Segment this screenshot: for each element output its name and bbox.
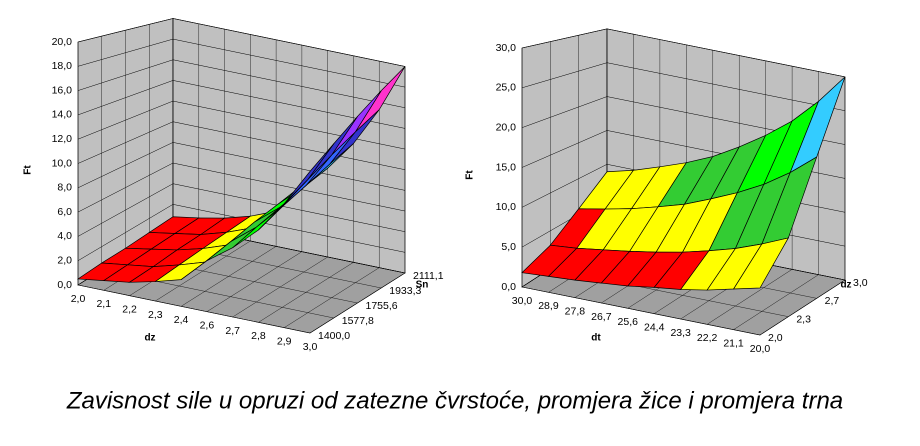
depth-tick-label: 1933,3 (389, 285, 421, 297)
x-axis-title: dz (144, 333, 155, 344)
x-tick-label: 2,2 (122, 303, 137, 315)
z-tick-label: 20,0 (52, 36, 73, 48)
x-tick-label: 2,0 (71, 293, 86, 305)
surface-patch (732, 237, 790, 290)
x-tick-label: 3,0 (303, 341, 318, 353)
z-axis-title: Ft (465, 170, 476, 180)
depth-axis-title: dz (840, 280, 851, 291)
grid-line (77, 59, 406, 109)
z-tick-label: 0,0 (501, 281, 516, 293)
grid-line (77, 18, 406, 67)
z-tick-label: 5,0 (501, 241, 516, 253)
x-tick-label: 25,6 (618, 316, 639, 328)
x-tick-label: 20,0 (750, 343, 771, 355)
z-tick-label: 15,0 (496, 161, 517, 173)
x-axis-title: dt (591, 333, 601, 344)
depth-tick-label: 2,3 (796, 313, 811, 325)
surface-chart: 0,0 5,0 10,0 15,0 20,0 25,0 30,0 30,0 28,9 27,8 26… (465, 28, 868, 355)
z-tick-label: 8,0 (57, 182, 72, 194)
surface-chart: 0,0 2,0 4,0 6,0 8,0 10,0 12,0 14,0 16,0 18,0 20,0 2… (23, 18, 444, 353)
grid-line (77, 100, 406, 150)
x-tick-label: 30,0 (512, 295, 533, 307)
depth-tick-label: 1577,8 (342, 315, 374, 327)
z-tick-label: 6,0 (57, 206, 72, 218)
grid-line (77, 38, 406, 88)
x-tick-label: 2,7 (225, 325, 240, 337)
grid-line (77, 204, 406, 261)
depth-tick-label: 2,7 (825, 295, 840, 307)
depth-tick-label: 1755,6 (366, 300, 398, 312)
z-tick-label: 18,0 (52, 60, 73, 72)
z-tick-label: 20,0 (496, 121, 517, 133)
grid-line (521, 28, 846, 78)
z-tick-label: 2,0 (57, 254, 72, 266)
z-tick-label: 25,0 (496, 82, 517, 94)
depth-tick-label: 3,0 (853, 277, 868, 289)
x-tick-label: 2,3 (148, 309, 163, 321)
x-tick-label: 21,1 (723, 337, 744, 349)
z-tick-label: 14,0 (52, 109, 73, 121)
x-tick-label: 28,9 (538, 300, 559, 312)
grid-line (521, 62, 846, 111)
depth-tick-label: 2,0 (768, 332, 783, 344)
z-tick-label: 0,0 (57, 279, 72, 291)
x-tick-label: 2,8 (251, 330, 266, 342)
x-tick-label: 2,1 (96, 298, 111, 310)
grid-line (77, 80, 406, 129)
depth-tick-label: 2111,1 (413, 270, 444, 282)
grid-line (77, 183, 406, 237)
x-tick-label: 27,8 (565, 305, 586, 317)
z-tick-label: 10,0 (52, 157, 73, 169)
z-tick-label: 10,0 (496, 201, 517, 213)
caption: Zavisnost sile u opruzi od zatezne čvrst… (66, 387, 843, 414)
z-tick-label: 16,0 (52, 84, 73, 96)
x-tick-label: 2,6 (200, 319, 215, 331)
grid-line (77, 162, 406, 213)
x-tick-label: 23,3 (670, 327, 691, 339)
surface-patch (283, 143, 335, 204)
z-tick-label: 4,0 (57, 230, 72, 242)
grid-line (77, 142, 406, 191)
grid-line (521, 96, 846, 145)
depth-axis-title: Sn (416, 280, 429, 291)
x-tick-label: 24,4 (644, 321, 665, 333)
z-tick-label: 12,0 (52, 133, 73, 145)
depth-tick-label: 1400,0 (318, 330, 350, 342)
z-axis-title: Ft (23, 165, 34, 175)
x-tick-label: 2,4 (174, 314, 189, 326)
z-tick-label: 30,0 (496, 42, 517, 54)
x-tick-label: 26,7 (591, 311, 612, 323)
x-tick-label: 22,2 (697, 332, 718, 344)
x-tick-label: 2,9 (277, 335, 292, 347)
